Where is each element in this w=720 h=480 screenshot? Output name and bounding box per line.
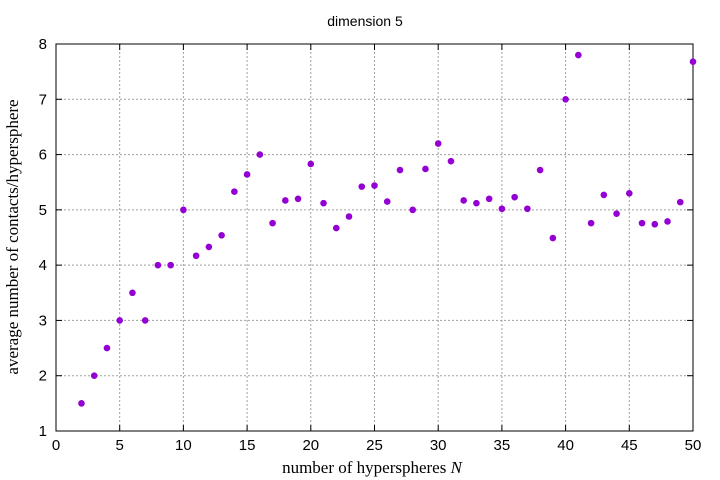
x-axis-label-text: number of hyperspheres (282, 458, 451, 477)
grid (56, 44, 693, 431)
y-tick-label: 3 (39, 312, 47, 329)
data-point (600, 191, 608, 199)
data-point (485, 195, 493, 203)
data-point (536, 166, 544, 174)
data-point (371, 182, 378, 189)
data-point (409, 206, 417, 214)
data-point (358, 183, 366, 190)
y-tick-label: 1 (39, 423, 47, 440)
y-tick-label: 5 (39, 202, 47, 219)
data-point (447, 157, 455, 165)
y-tick-label: 4 (39, 257, 47, 274)
data-point (103, 344, 111, 352)
data-point (676, 198, 684, 206)
data-point (116, 317, 123, 324)
x-tick-label: 5 (116, 437, 124, 454)
data-point (587, 219, 595, 227)
data-point (422, 165, 429, 173)
data-point (180, 206, 187, 214)
data-point (498, 205, 506, 213)
data-point (307, 160, 315, 168)
y-tick-label: 7 (39, 91, 47, 108)
data-point (282, 197, 289, 204)
x-tick-label: 45 (621, 437, 638, 454)
data-point (294, 195, 302, 203)
data-point (345, 213, 353, 220)
x-tick-label: 30 (430, 437, 447, 454)
data-point (626, 189, 633, 197)
x-tick-label: 15 (239, 437, 256, 454)
data-points (78, 51, 697, 407)
data-point (256, 151, 264, 158)
data-point (269, 219, 276, 227)
x-tick-label: 40 (557, 437, 574, 454)
data-point (383, 198, 391, 205)
chart-title: dimension 5 (327, 13, 403, 29)
data-point (473, 199, 480, 207)
data-point (320, 199, 327, 207)
data-point (575, 51, 582, 59)
data-point (141, 317, 149, 324)
data-point (689, 58, 697, 65)
x-axis-label-variable: N (450, 458, 464, 477)
data-point (511, 193, 518, 201)
data-point (90, 372, 98, 380)
data-point (434, 140, 442, 147)
data-point (396, 166, 404, 174)
data-point (243, 171, 251, 178)
data-point (231, 188, 238, 195)
data-point (332, 224, 340, 232)
data-point (651, 220, 659, 228)
x-tick-label: 35 (494, 437, 511, 454)
data-point (460, 197, 467, 204)
data-point (192, 252, 200, 260)
y-axis-label: average number of contacts/hypersphere (3, 99, 22, 374)
x-tick-label: 20 (302, 437, 319, 454)
data-point (613, 210, 620, 218)
data-point (664, 218, 671, 225)
data-point (205, 243, 213, 251)
data-point (129, 289, 136, 297)
data-point (154, 261, 162, 269)
x-tick-label: 10 (175, 437, 192, 454)
data-point (78, 400, 85, 407)
data-point (549, 234, 557, 242)
x-tick-label: 25 (366, 437, 383, 454)
data-point (562, 95, 569, 103)
x-tick-label: 50 (685, 437, 702, 454)
y-tick-label: 8 (39, 36, 47, 53)
x-axis-label: number of hyperspheres N (282, 458, 464, 477)
y-tick-label: 2 (39, 368, 47, 385)
x-tick-label: 0 (52, 437, 60, 454)
data-point (638, 219, 646, 227)
data-point (218, 231, 225, 239)
data-point (524, 205, 531, 213)
y-tick-label: 6 (39, 147, 47, 164)
data-point (167, 261, 174, 269)
